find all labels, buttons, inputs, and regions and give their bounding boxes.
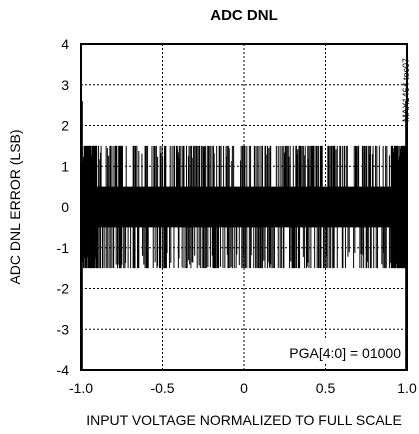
x-tick-label: -0.5 <box>150 380 174 396</box>
pga-annotation: PGA[4:0] = 01000 <box>289 345 401 361</box>
y-tick-label: -3 <box>57 321 70 337</box>
x-tick-label: -1.0 <box>69 380 93 396</box>
x-tick-label: 0 <box>240 380 248 396</box>
x-axis-label: INPUT VOLTAGE NORMALIZED TO FULL SCALE <box>86 412 402 428</box>
x-tick-label: 1.0 <box>397 380 417 396</box>
chart-title: ADC DNL <box>210 7 278 24</box>
x-tick-label: 0.5 <box>316 380 336 396</box>
y-tick-label: 4 <box>61 36 69 52</box>
figure-id-watermark: MAX1464 toc07 <box>401 58 411 122</box>
axis-ticks: -4 -3 -2 -1 0 1 2 3 4 -1.0 -0.5 0 0.5 1.0 <box>57 36 417 396</box>
plot-frame <box>80 43 408 371</box>
y-tick-label: 2 <box>61 118 69 134</box>
y-axis-label: ADC DNL ERROR (LSB) <box>7 129 23 284</box>
dnl-trace <box>80 101 408 370</box>
y-tick-label: 0 <box>61 199 69 215</box>
y-tick-label: -4 <box>57 362 70 378</box>
y-tick-label: 3 <box>61 77 69 93</box>
y-tick-label: -1 <box>57 240 70 256</box>
y-tick-label: -2 <box>57 281 70 297</box>
y-tick-label: 1 <box>61 158 69 174</box>
annotation-backing <box>279 340 403 364</box>
